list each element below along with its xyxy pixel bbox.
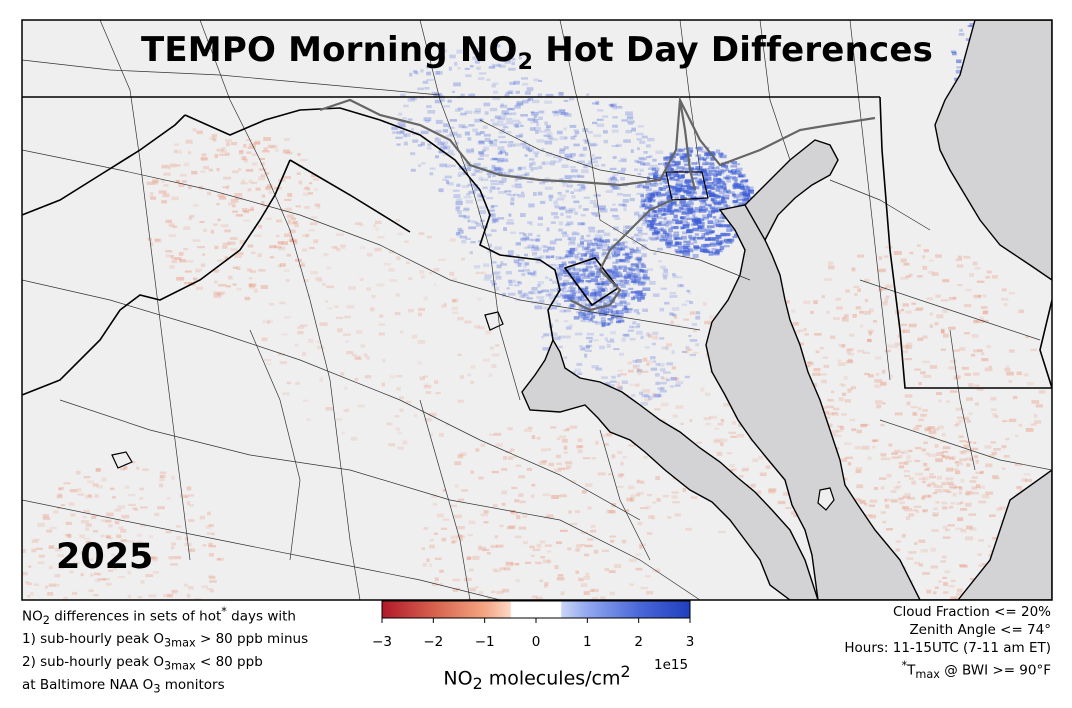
baltimore-naa-outline <box>319 95 876 312</box>
colorbar-tick-label: −3 <box>372 634 392 650</box>
chesapeake-bay <box>705 204 1052 600</box>
colorbar-tick-label: 3 <box>685 634 695 650</box>
potomac-river <box>521 338 819 600</box>
year-label: 2025 <box>56 537 154 577</box>
island <box>817 487 835 511</box>
state-boundaries <box>22 96 1052 396</box>
colorbar-tick-label: 2 <box>634 634 643 650</box>
filter-note: Cloud Fraction <= 20% Zenith Angle <= 74… <box>844 604 1051 682</box>
colorbar-ticks <box>381 618 691 623</box>
delaware-river <box>934 20 1052 281</box>
colorbar-tick-label: −2 <box>423 634 444 650</box>
colorbar-tick-label: 1 <box>583 634 592 650</box>
county-boundaries <box>22 20 1052 600</box>
upper-bay <box>744 139 839 242</box>
colorbar-exponent: 1e15 <box>654 657 689 673</box>
map-panel <box>22 20 1052 600</box>
map-frame <box>21 19 1053 601</box>
colorbar <box>381 600 691 623</box>
method-note: NO2 differences in sets of hot* days wit… <box>22 605 309 696</box>
colorbar-tick-label: −1 <box>474 634 495 650</box>
colorbar-label: NO2 molecules/cm2 <box>443 662 631 694</box>
no2-difference-pixels <box>22 20 1052 600</box>
colorbar-gradient <box>381 600 691 619</box>
figure-title: TEMPO Morning NO2 Hot Day Differences <box>140 30 934 75</box>
island <box>111 451 133 469</box>
colorbar-tick-label: 0 <box>531 634 541 650</box>
